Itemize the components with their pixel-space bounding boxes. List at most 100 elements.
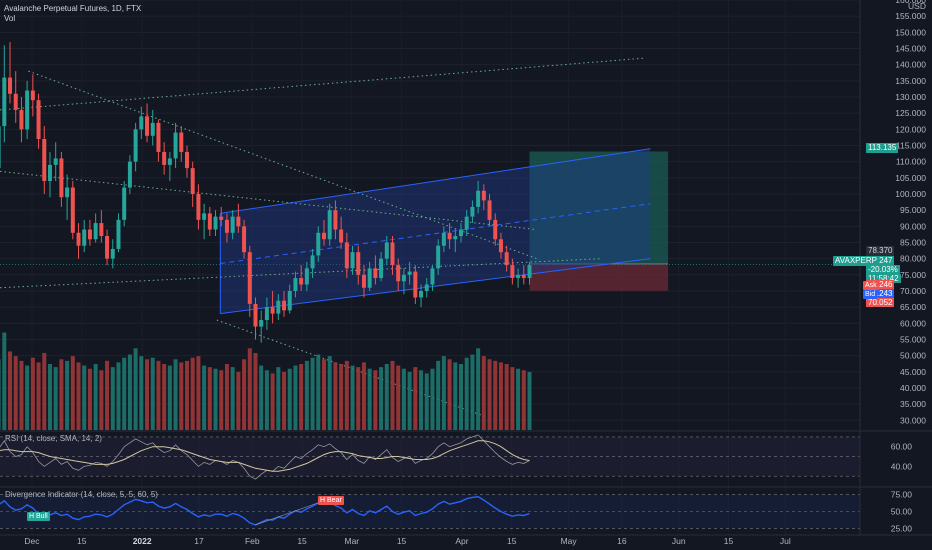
candle-body-6 (25, 90, 30, 130)
candle-body-4 (13, 93, 18, 110)
volume-bar-86 (481, 356, 486, 430)
price-tick-26: 30.000 (900, 415, 926, 425)
volume-bar-7 (30, 357, 35, 430)
price-tick-4: 140.000 (895, 60, 926, 70)
volume-bar-27 (145, 359, 150, 430)
volume-bar-88 (493, 360, 498, 430)
volume-bar-21 (110, 367, 115, 430)
change-label: -20.03% (866, 265, 900, 274)
candle-body-41 (224, 219, 229, 233)
currency-label: USD (908, 1, 926, 11)
channel-lower (220, 258, 651, 315)
candle-body-81 (453, 236, 458, 240)
price-tick-21: 55.000 (900, 334, 926, 344)
price-tick-15: 85.000 (900, 237, 926, 247)
volume-bar-68 (379, 367, 384, 430)
candle-body-87 (487, 200, 492, 220)
volume-bar-77 (430, 368, 435, 430)
x-tick-0: Dec (24, 536, 40, 546)
volume-bar-85 (476, 348, 481, 430)
price-tick-23: 45.000 (900, 367, 926, 377)
position-zones (0, 151, 833, 291)
x-tick-5: 15 (297, 536, 307, 546)
x-tick-4: Feb (245, 536, 260, 546)
symbol-tag[interactable]: AVAXPERP (833, 256, 879, 266)
candle-body-53 (293, 278, 298, 291)
candle-body-50 (276, 300, 281, 314)
volume-bar-22 (116, 362, 121, 430)
candle-body-47 (259, 320, 264, 327)
bid-price-label: 78.243 (866, 289, 895, 298)
volume-bar-60 (333, 362, 338, 430)
bid-tag: Bid (863, 290, 878, 299)
candle-body-94 (527, 265, 532, 279)
volume-bar-50 (276, 367, 281, 430)
volume-bar-43 (236, 371, 241, 430)
candle-body-24 (127, 161, 132, 188)
div-tick-2: 25.00 (891, 523, 913, 533)
candle-body-59 (327, 210, 332, 240)
volume-bar-63 (350, 365, 355, 430)
volume-bar-74 (413, 367, 418, 430)
trendline-volume-desc (216, 319, 488, 418)
h-bull-tag: H Bull (27, 512, 50, 521)
candle-body-62 (344, 242, 349, 269)
candle-body-90 (504, 252, 509, 266)
candle-body-42 (230, 216, 235, 233)
volume-bar-65 (361, 362, 366, 430)
volume-bar-52 (287, 368, 292, 430)
candle-body-77 (430, 268, 435, 285)
candle-body-68 (379, 258, 384, 279)
candle-body-73 (407, 271, 412, 275)
candle-body-32 (173, 132, 178, 159)
price-tick-11: 105.000 (895, 173, 926, 183)
stop-zone (529, 263, 669, 291)
candle-body-36 (196, 193, 201, 220)
candle-body-10 (47, 164, 52, 182)
price-tick-17: 75.000 (900, 270, 926, 280)
volume-bar-61 (339, 364, 344, 430)
candle-body-2 (2, 77, 7, 127)
price-tick-5: 135.000 (895, 76, 926, 86)
volume-bar-49 (270, 373, 275, 430)
ask-tag: Ask (863, 281, 879, 290)
price-tick-3: 145.000 (895, 43, 926, 53)
candles (0, 42, 532, 343)
candle-body-33 (179, 132, 184, 152)
volume-bar-24 (127, 354, 132, 430)
candle-body-46 (253, 303, 258, 327)
volume-bar-94 (527, 371, 532, 430)
rsi-pane (0, 430, 932, 480)
candle-body-63 (350, 252, 355, 269)
candle-body-23 (122, 187, 127, 220)
candle-body-11 (53, 158, 58, 165)
volume-bar-81 (453, 362, 458, 430)
volume-bar-3 (8, 351, 13, 430)
price-tick-25: 35.000 (900, 399, 926, 409)
price-tick-6: 130.000 (895, 92, 926, 102)
volume-bar-78 (436, 360, 441, 430)
volume-bar-12 (59, 359, 64, 430)
candle-body-35 (190, 168, 195, 194)
candle-body-57 (316, 232, 321, 256)
volume-bar-70 (390, 360, 395, 430)
volume-bar-66 (367, 368, 372, 430)
volume-bar-10 (47, 364, 52, 430)
trendline-descending (28, 70, 537, 260)
volume-bar-41 (224, 364, 229, 430)
volume-bar-38 (207, 367, 212, 430)
volume-bar-91 (510, 367, 515, 430)
candle-body-22 (116, 219, 121, 249)
candle-body-49 (270, 307, 275, 314)
volume-bar-2 (2, 332, 7, 430)
volume-bar-35 (190, 357, 195, 430)
candle-body-66 (367, 268, 372, 288)
price-tick-14: 90.000 (900, 221, 926, 231)
volume-bar-92 (516, 368, 521, 430)
candle-body-45 (247, 252, 252, 304)
volume-bar-19 (99, 370, 104, 430)
countdown-label: 11:58:42 (866, 274, 901, 283)
candle-body-27 (145, 116, 150, 136)
